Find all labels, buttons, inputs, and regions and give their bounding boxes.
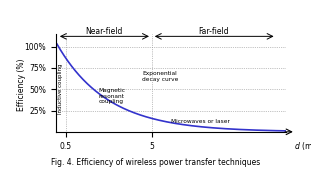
Text: Magnetic
resonant
coupling: Magnetic resonant coupling [98, 88, 125, 104]
Text: Efficiency (%): Efficiency (%) [17, 59, 26, 111]
Text: Microwaves or laser: Microwaves or laser [171, 119, 230, 124]
Text: Near-field: Near-field [85, 27, 123, 35]
Text: $d$ (m): $d$ (m) [294, 140, 311, 152]
Text: Fig. 4. Efficiency of wireless power transfer techniques: Fig. 4. Efficiency of wireless power tra… [51, 158, 260, 167]
Text: Exponential
decay curve: Exponential decay curve [142, 71, 179, 82]
Text: Far-field: Far-field [198, 27, 229, 35]
Text: Inductive coupling: Inductive coupling [58, 64, 63, 114]
